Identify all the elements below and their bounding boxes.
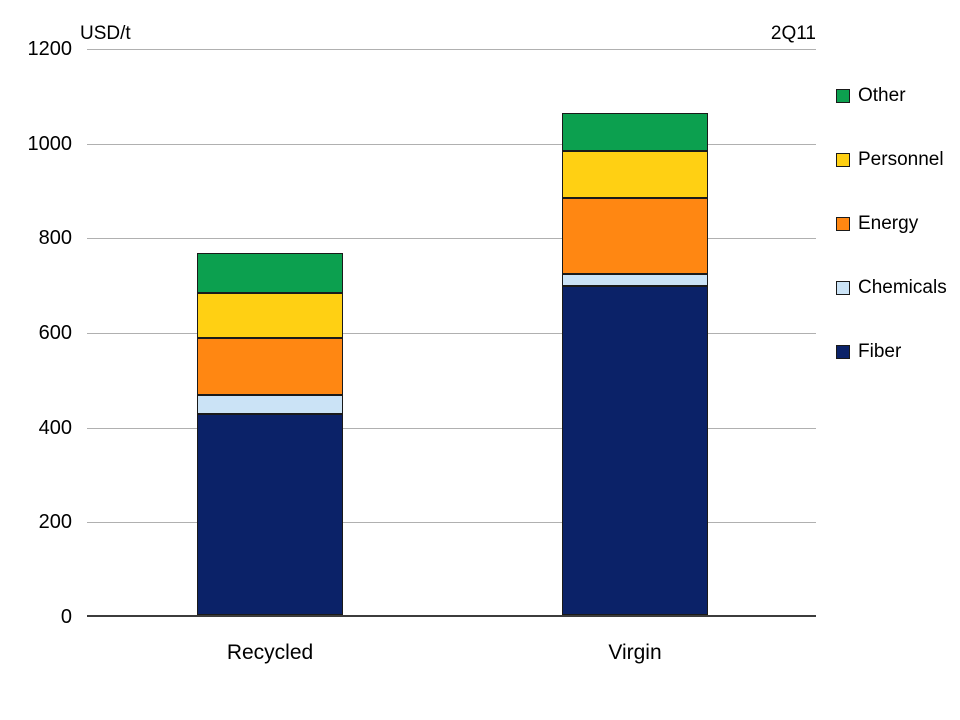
segment-chemicals [197,394,343,414]
y-tick-label: 1200 [27,38,73,60]
segment-other [562,113,708,152]
segment-fiber [197,413,343,615]
legend-color-swatch [836,153,850,167]
gridline [87,143,816,145]
gridline [87,522,816,524]
y-tick-label: 400 [38,416,72,439]
x-axis-line [87,615,816,617]
legend-color-swatch [836,217,850,231]
segment-chemicals [562,274,708,287]
legend-label: Personnel [858,149,944,170]
gridline [87,49,816,50]
segment-personnel [197,293,343,339]
segment-other [197,252,343,294]
x-category-label: Recycled [226,641,314,664]
y-tick-label: 0 [60,606,72,628]
x-category-label: Virgin [608,641,662,664]
y-tick-label: 1000 [27,132,73,155]
segment-energy [197,338,343,395]
gridline [87,238,816,240]
legend-label: Fiber [858,341,902,362]
y-axis-unit-label: USD/t [80,23,131,44]
gridline [87,427,816,429]
legend-item-chemicals: Chemicals [836,278,947,298]
y-tick-label: 800 [38,227,72,250]
legend-item-other: Other [836,86,947,106]
legend-color-swatch [836,345,850,359]
legend-label: Energy [858,213,919,234]
legend-color-swatch [836,281,850,295]
segment-fiber [562,286,708,615]
plot-area [87,49,816,617]
bar-virgin [562,113,708,615]
legend-label: Other [858,85,906,106]
y-tick-label: 200 [38,511,72,534]
legend-item-personnel: Personnel [836,150,947,170]
legend-item-energy: Energy [836,214,947,234]
legend-item-fiber: Fiber [836,342,947,362]
gridline [87,333,816,334]
y-tick-label: 600 [38,322,72,344]
period-label: 2Q11 [770,23,816,44]
legend-color-swatch [836,89,850,103]
legend: Other Personnel Energy Chemicals Fiber [836,86,947,406]
legend-label: Chemicals [858,277,947,298]
segment-personnel [562,151,708,199]
segment-energy [562,198,708,275]
bar-recycled [197,252,343,615]
